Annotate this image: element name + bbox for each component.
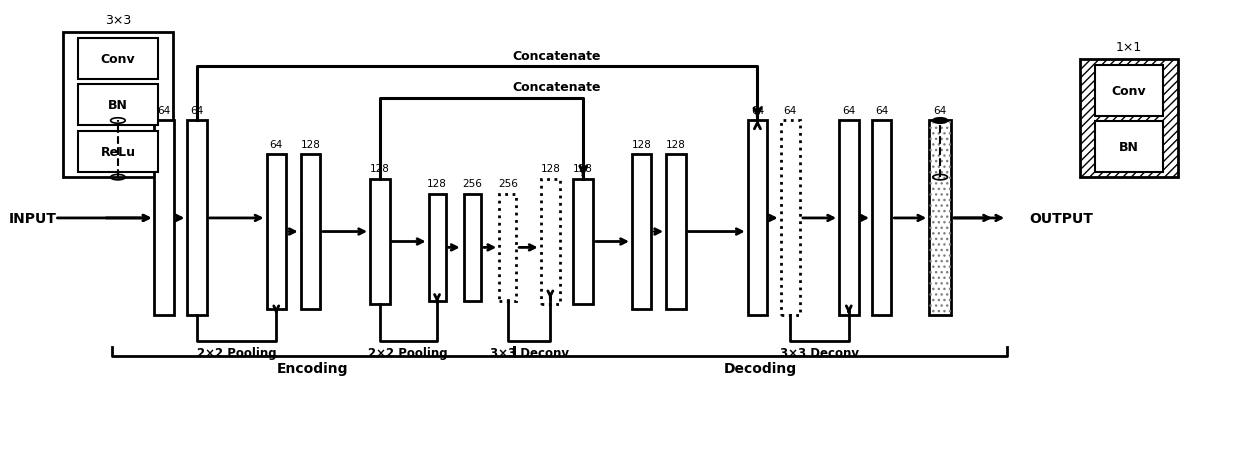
Text: 2×2 Pooling: 2×2 Pooling: [197, 346, 277, 359]
Bar: [78, 39, 157, 80]
Bar: [300, 155, 320, 309]
Text: 64: 64: [269, 139, 283, 149]
Text: 64: 64: [191, 106, 203, 116]
Text: 64: 64: [750, 106, 764, 116]
Circle shape: [932, 118, 947, 124]
Text: 128: 128: [541, 164, 560, 174]
Bar: [748, 121, 768, 316]
Bar: [78, 85, 157, 126]
Text: Decoding: Decoding: [724, 361, 797, 375]
Bar: [267, 155, 286, 309]
Bar: [78, 131, 157, 172]
Text: BN: BN: [1118, 141, 1138, 153]
Text: 256: 256: [497, 179, 517, 189]
Text: Concatenate: Concatenate: [512, 81, 600, 94]
Text: 128: 128: [666, 139, 686, 149]
Text: OUTPUT: OUTPUT: [1029, 212, 1092, 225]
Bar: [1080, 60, 1178, 178]
Text: 2×2 Pooling: 2×2 Pooling: [368, 346, 448, 359]
Text: 128: 128: [573, 164, 593, 174]
Bar: [464, 195, 481, 301]
Text: 3×3: 3×3: [104, 14, 131, 27]
Text: Concatenate: Concatenate: [512, 50, 600, 62]
Bar: [872, 121, 892, 316]
Text: 64: 64: [875, 106, 888, 116]
Bar: [500, 195, 516, 301]
Text: 128: 128: [427, 179, 446, 189]
Bar: [780, 121, 800, 316]
Bar: [541, 180, 560, 304]
Text: 256: 256: [463, 179, 482, 189]
Text: ReLu: ReLu: [100, 145, 135, 158]
Text: Conv: Conv: [1112, 85, 1146, 97]
Bar: [929, 121, 951, 316]
Bar: [1095, 66, 1163, 116]
Text: 64: 64: [157, 106, 171, 116]
Bar: [63, 33, 172, 178]
Text: 128: 128: [370, 164, 389, 174]
Text: 3×3 Deconv: 3×3 Deconv: [780, 346, 859, 359]
Text: 64: 64: [934, 106, 947, 116]
Bar: [370, 180, 389, 304]
Text: 64: 64: [842, 106, 856, 116]
Text: BN: BN: [108, 99, 128, 112]
Bar: [632, 155, 651, 309]
Bar: [155, 121, 174, 316]
Text: Encoding: Encoding: [277, 361, 348, 375]
Text: 128: 128: [631, 139, 652, 149]
Bar: [187, 121, 207, 316]
Text: INPUT: INPUT: [9, 212, 57, 225]
Text: 3×3 Deconv: 3×3 Deconv: [490, 346, 569, 359]
Bar: [666, 155, 686, 309]
Text: 128: 128: [300, 139, 320, 149]
Bar: [929, 121, 951, 316]
Text: 1×1: 1×1: [1116, 41, 1142, 54]
Text: Conv: Conv: [100, 52, 135, 66]
Bar: [1095, 121, 1163, 172]
Bar: [429, 195, 445, 301]
Bar: [839, 121, 858, 316]
Text: 64: 64: [784, 106, 797, 116]
Bar: [573, 180, 593, 304]
